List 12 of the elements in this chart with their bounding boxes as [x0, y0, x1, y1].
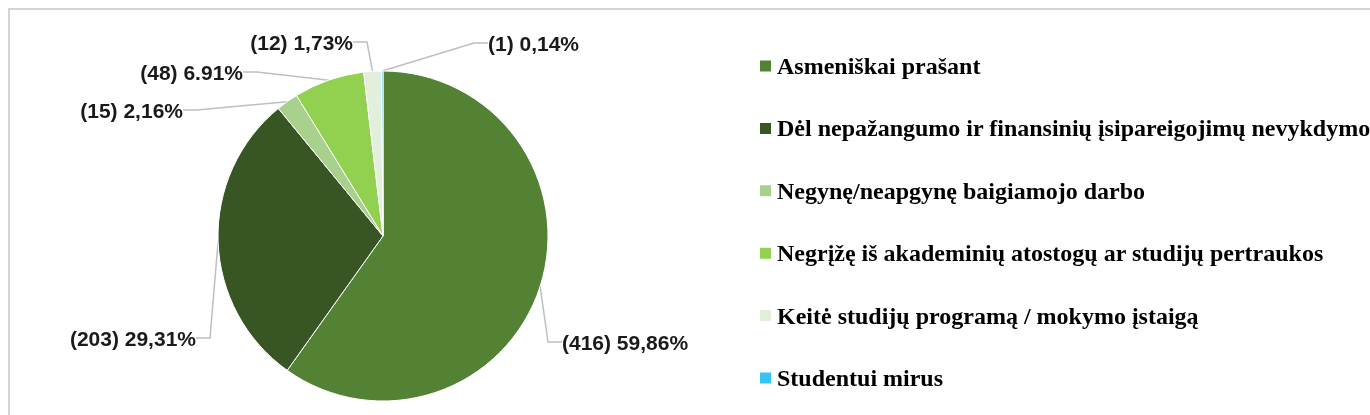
legend-label: Keitė studijų programą / mokymo įstaigą	[777, 302, 1199, 329]
legend-label: Dėl nepažangumo ir finansinių įsipareigojimų nevykdymo	[777, 115, 1370, 142]
data-label: (48) 6.91%	[140, 60, 244, 84]
data-label: (416) 59,86%	[562, 330, 689, 354]
data-label: (203) 29,31%	[69, 326, 197, 350]
data-label: (1) 0,14%	[488, 31, 580, 55]
legend-label: Negynę/neapgynę baigiamojo darbo	[777, 177, 1146, 204]
data-label: (15) 2,16%	[80, 98, 184, 122]
legend-label: Asmeniškai prašant	[777, 53, 981, 79]
data-label: (12) 1,73%	[250, 30, 354, 54]
legend-label: Negrįžę iš akademinių atostogų ar studijų pertraukos	[777, 240, 1324, 267]
legend-label: Studentui mirus	[777, 365, 944, 391]
